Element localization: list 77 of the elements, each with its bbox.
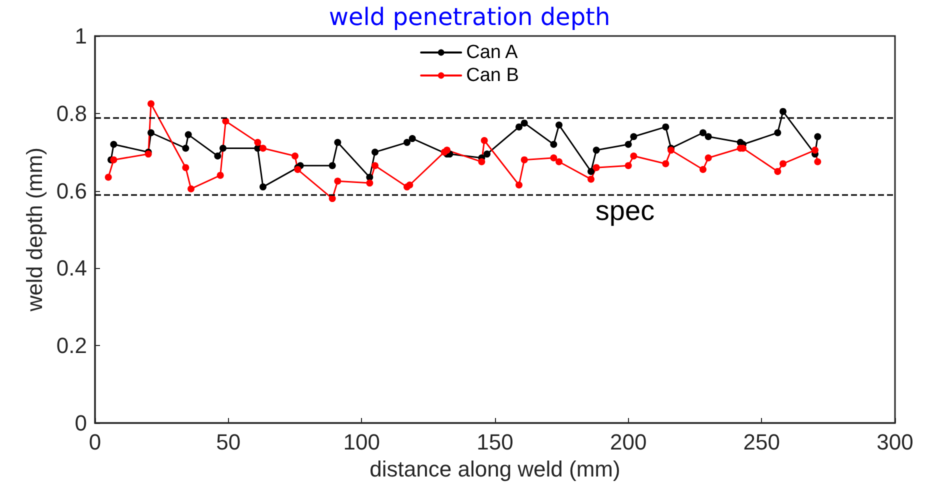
point <box>588 168 594 175</box>
point <box>592 146 600 154</box>
point <box>592 164 600 172</box>
point <box>334 138 342 146</box>
point <box>254 138 262 146</box>
point <box>630 152 638 160</box>
point <box>624 162 632 170</box>
point <box>216 172 224 179</box>
y-tick-label: 1 <box>74 24 87 48</box>
point <box>104 174 112 181</box>
point <box>556 158 562 166</box>
point <box>704 154 712 162</box>
point <box>550 140 558 148</box>
chart-title: weld penetration depth <box>328 3 610 31</box>
point <box>662 123 670 130</box>
y-axis-title: weld depth (mm) <box>22 148 48 312</box>
point <box>372 162 378 170</box>
y-tick-label: 0.4 <box>56 256 87 281</box>
x-axis-title: distance along weld (mm) <box>370 456 620 482</box>
legend-label: Can A <box>466 42 518 63</box>
point <box>780 108 786 115</box>
point <box>260 144 266 152</box>
point <box>700 129 706 136</box>
point <box>408 135 416 142</box>
point <box>214 152 222 160</box>
y-tick-label: 0.2 <box>56 333 87 358</box>
point <box>110 156 118 164</box>
point <box>774 168 782 175</box>
x-tick-label: 250 <box>743 430 780 454</box>
point <box>550 154 558 162</box>
point <box>814 133 822 140</box>
point <box>328 195 336 202</box>
point <box>188 185 194 192</box>
point <box>444 146 450 154</box>
point <box>780 160 786 168</box>
point <box>588 176 594 183</box>
point <box>812 146 818 154</box>
point <box>700 166 706 174</box>
point <box>328 162 336 170</box>
point <box>520 156 528 164</box>
point <box>260 183 266 190</box>
x-tick-label: 100 <box>343 430 380 454</box>
point <box>182 144 190 152</box>
point <box>292 152 298 160</box>
point <box>220 144 226 152</box>
point <box>774 129 782 136</box>
point <box>556 122 562 129</box>
point <box>484 150 490 158</box>
point <box>110 140 118 148</box>
point <box>516 123 522 130</box>
x-tick-label: 50 <box>216 430 241 454</box>
y-tick-label: 0 <box>74 410 87 436</box>
point <box>662 160 670 168</box>
legend-label: Can B <box>466 65 519 86</box>
y-tick-label: 0.8 <box>56 100 87 126</box>
point <box>148 129 154 136</box>
y-tick-label: 0.6 <box>56 178 87 204</box>
point <box>406 181 414 188</box>
point <box>624 140 632 148</box>
point <box>372 148 378 156</box>
point <box>366 180 374 187</box>
point <box>704 133 712 140</box>
point <box>630 133 638 140</box>
point <box>520 120 528 127</box>
point <box>478 158 486 166</box>
x-tick-label: 200 <box>610 430 647 454</box>
point <box>184 131 192 138</box>
point <box>148 100 154 108</box>
point <box>334 178 342 185</box>
point <box>182 164 190 172</box>
x-tick-label: 150 <box>476 430 514 454</box>
point <box>814 158 822 166</box>
point <box>516 181 522 188</box>
x-tick-label: 300 <box>876 430 914 454</box>
ref-line-label: spec <box>595 195 655 226</box>
point <box>480 136 488 144</box>
point <box>404 138 410 146</box>
